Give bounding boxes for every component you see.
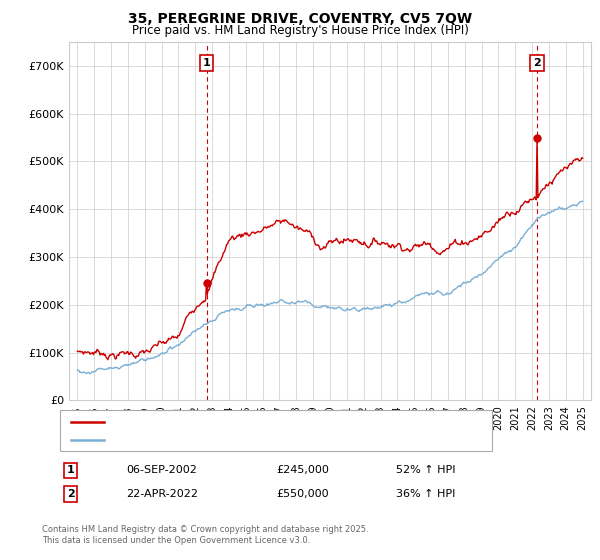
Text: 1: 1 bbox=[203, 58, 211, 68]
Text: 06-SEP-2002: 06-SEP-2002 bbox=[126, 465, 197, 475]
Text: HPI: Average price, detached house, Coventry: HPI: Average price, detached house, Cove… bbox=[111, 435, 352, 445]
Text: 36% ↑ HPI: 36% ↑ HPI bbox=[396, 489, 455, 499]
Text: 1: 1 bbox=[67, 465, 74, 475]
Text: 2: 2 bbox=[67, 489, 74, 499]
Text: £550,000: £550,000 bbox=[276, 489, 329, 499]
Text: 35, PEREGRINE DRIVE, COVENTRY, CV5 7QW: 35, PEREGRINE DRIVE, COVENTRY, CV5 7QW bbox=[128, 12, 472, 26]
Text: £245,000: £245,000 bbox=[276, 465, 329, 475]
Text: 52% ↑ HPI: 52% ↑ HPI bbox=[396, 465, 455, 475]
Text: 2: 2 bbox=[533, 58, 541, 68]
Text: 35, PEREGRINE DRIVE, COVENTRY, CV5 7QW (detached house): 35, PEREGRINE DRIVE, COVENTRY, CV5 7QW (… bbox=[111, 417, 438, 427]
Text: Contains HM Land Registry data © Crown copyright and database right 2025.
This d: Contains HM Land Registry data © Crown c… bbox=[42, 525, 368, 545]
Text: Price paid vs. HM Land Registry's House Price Index (HPI): Price paid vs. HM Land Registry's House … bbox=[131, 24, 469, 36]
Text: 22-APR-2022: 22-APR-2022 bbox=[126, 489, 198, 499]
